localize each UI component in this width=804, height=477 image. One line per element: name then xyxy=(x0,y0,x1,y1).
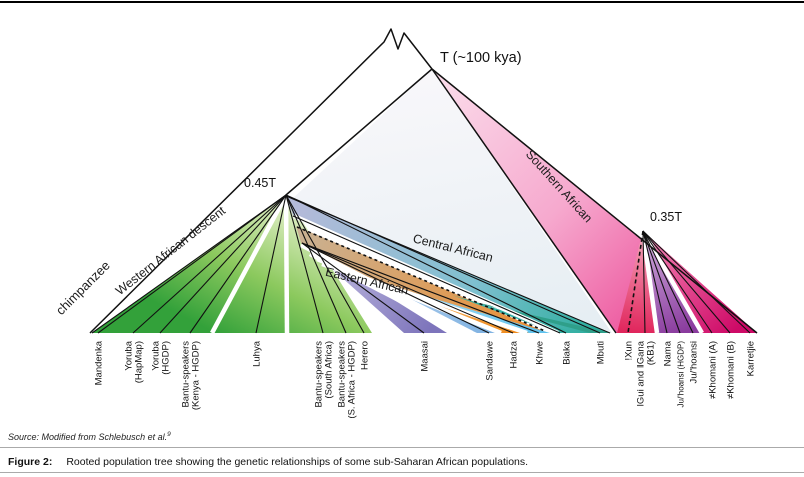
branch-southern-left-edge xyxy=(431,68,617,334)
outgroup-branch-chimpanzee xyxy=(89,28,433,334)
branch-gui-gana-kb1 xyxy=(642,230,646,334)
tip-label-juhoansi-hgdp: Ju/'hoansi (HGDP) xyxy=(677,341,686,408)
branch-hadza xyxy=(301,242,514,334)
tip-label-bantu-south-africa: Bantu-speakers(South Africa) xyxy=(314,341,335,408)
branch-bantu-kenya-hgdp xyxy=(189,194,287,334)
tip-label-yoruba-hapmap: Yoruba(HapMap) xyxy=(124,340,145,383)
branch-juhoansi-hgdp xyxy=(642,230,681,334)
branch-bantu-s-africa-hgdp xyxy=(285,194,347,334)
population-tree-figure: Mandenka Yoruba(HapMap) Yoruba(HGDP) Bantu-… xyxy=(53,28,758,419)
branch-mandenka xyxy=(97,194,287,334)
branch-yoruba-hgdp xyxy=(159,194,287,334)
tip-label-khomani-b: ≠Khomani (B) xyxy=(726,341,737,399)
branch-central-bottom-edge xyxy=(292,215,561,334)
split-time-045-label: 0.45T xyxy=(244,176,276,190)
tip-label-luhya: Luhya xyxy=(252,340,263,367)
branch-yoruba-hapmap xyxy=(132,194,287,334)
branch-western-left-edge xyxy=(91,194,287,334)
tip-label-yoruba-hgdp: Yoruba(HGDP) xyxy=(151,340,172,374)
tip-label-herero: Herero xyxy=(360,341,371,370)
tip-label-maasai: Maasai xyxy=(420,341,431,372)
outgroup-label-chimpanzee: chimpanzee xyxy=(53,258,113,318)
source-text: Modified from Schlebusch et al. xyxy=(39,432,168,442)
top-border-rule xyxy=(0,1,804,3)
eastern-admixture-dashed-line xyxy=(296,226,546,332)
tip-label-khwe: Khwe xyxy=(535,341,546,365)
branch-khomani-a xyxy=(642,230,713,334)
branch-nama xyxy=(642,230,668,334)
branch-xun xyxy=(627,230,644,334)
tip-label-sandawe: Sandawe xyxy=(485,341,496,381)
branch-sandawe xyxy=(301,242,490,334)
branch-fan-lines xyxy=(97,194,751,334)
tip-label-biaka: Biaka xyxy=(562,340,573,364)
tip-label-hadza: Hadza xyxy=(509,340,520,368)
figure-caption-label: Figure 2: xyxy=(8,456,53,468)
branch-luhya xyxy=(255,194,287,334)
branch-root-to-045-node xyxy=(285,68,433,196)
figure-caption-text: Rooted population tree showing the genet… xyxy=(66,456,529,468)
tip-label-xun: !Xun xyxy=(624,341,635,361)
branch-southern-right-edge xyxy=(431,68,758,334)
caption-divider-top xyxy=(0,447,804,448)
branch-biaka xyxy=(285,194,567,334)
branch-mbuti xyxy=(285,194,601,334)
tip-label-juhoansi: Ju/'hoansi xyxy=(689,341,700,383)
branch-herero xyxy=(285,194,365,334)
tip-label-karretjie: Karretjie xyxy=(746,341,757,376)
branch-maasai xyxy=(301,242,425,334)
source-reference-mark: 9 xyxy=(167,431,171,438)
split-time-035-label: 0.35T xyxy=(650,210,682,224)
branch-khwe xyxy=(301,242,540,334)
root-time-label: T (~100 kya) xyxy=(440,50,522,66)
tree-skeleton xyxy=(89,28,758,334)
branch-juhoansi xyxy=(642,230,694,334)
branch-karretjie xyxy=(642,230,751,334)
branch-khomani-b xyxy=(642,230,731,334)
source-note: Source: Modified from Schlebusch et al.9 xyxy=(8,431,171,442)
tip-label-khomani-a: ≠Khomani (A) xyxy=(708,341,719,399)
tip-labels: Mandenka Yoruba(HapMap) Yoruba(HGDP) Bantu-… xyxy=(94,340,757,418)
wedge-backbone xyxy=(292,69,612,333)
caption-divider-bottom xyxy=(0,472,804,473)
tip-label-mandenka: Mandenka xyxy=(94,340,105,385)
tip-label-bantu-kenya-hgdp: Bantu-speakers(Kenya - HGDP) xyxy=(181,341,202,410)
figure-caption: Figure 2: Rooted population tree showing … xyxy=(8,456,528,468)
source-label: Source: xyxy=(8,432,40,442)
tip-label-gui-gana-kb1: ǀGui and ǁGana(KB1) xyxy=(636,340,657,406)
wedge-khomani-karretjie xyxy=(643,231,757,333)
tip-label-nama: Nama xyxy=(663,340,674,366)
tip-label-mbuti: Mbuti xyxy=(596,341,607,364)
branch-bantu-south-africa xyxy=(285,194,324,334)
tip-label-bantu-s-africa-hgdp: Bantu-speakers(S. Africa - HGDP) xyxy=(337,341,358,419)
